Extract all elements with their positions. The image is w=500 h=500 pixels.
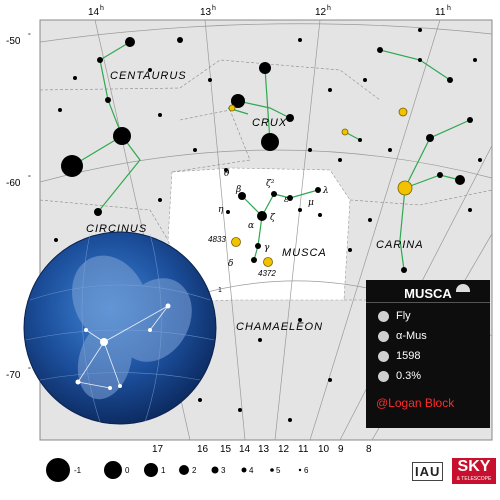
ra-grid (94, 20, 492, 440)
ra-label: 13 (258, 444, 270, 455)
ra-sup: h (447, 5, 451, 12)
ra-labels-top: 14 13 12 11 h h h h (88, 5, 451, 18)
info-percent: 0.3% (396, 370, 422, 382)
constellation-name-centaurus: CENTAURUS (110, 70, 187, 82)
dec-labels: -50 -60 -70 ° ° ° (6, 32, 31, 381)
magnitude-legend: -1 0 1 2 3 4 5 6 (46, 458, 309, 482)
ra-label: 10 (318, 444, 330, 455)
star-label-eta: η (218, 205, 224, 215)
ra-label: 15 (220, 444, 232, 455)
meaning-icon (378, 310, 389, 322)
star-label-delta: δ (228, 259, 233, 269)
ra-labels-bottom: 17 16 15 14 13 12 11 10 9 8 (152, 444, 372, 455)
star-label-1: 1 (218, 287, 222, 294)
ra-label: 14 (88, 7, 100, 18)
cluster-label-4833: 4833 (208, 235, 226, 244)
legend-mag: 1 (161, 466, 166, 475)
clusters (228, 104, 413, 267)
ra-label: 12 (278, 444, 290, 455)
star-label-epsilon: ε (284, 195, 289, 205)
stars (54, 28, 482, 422)
info-row-meaning: Fly (378, 308, 411, 324)
dec-label: -70 (6, 370, 21, 381)
info-title: MUSCA (404, 286, 452, 301)
info-author: @Logan Block (376, 396, 455, 410)
info-brightest: α-Mus (396, 330, 427, 342)
info-panel: MUSCA Fly α-Mus 1598 0.3% @Logan Block (366, 280, 490, 428)
ra-label: 8 (366, 444, 372, 455)
ra-sup: h (212, 5, 216, 12)
cluster-label-4372: 4372 (258, 269, 276, 278)
star-label-lambda: λ (322, 186, 329, 196)
dec-label: -50 (6, 36, 21, 47)
ra-label: 9 (338, 444, 344, 455)
cluster-labels: 4833 4372 (208, 235, 276, 278)
ra-label: 11 (298, 444, 309, 455)
dec-sup: ° (28, 366, 31, 374)
ra-label: 16 (197, 444, 209, 455)
ra-label: 12 (315, 7, 327, 18)
legend-mag: 6 (304, 466, 309, 475)
ra-sup: h (100, 5, 104, 12)
star-labels: θ β η ζ² ζ ε μ λ α γ δ 1 (218, 169, 329, 294)
area-icon (378, 350, 389, 362)
percent-icon (378, 370, 389, 382)
info-row-area: 1598 (378, 348, 420, 364)
ra-label: 17 (152, 444, 164, 455)
ra-label: 14 (239, 444, 251, 455)
legend-mag: 5 (276, 466, 281, 475)
dec-sup: ° (28, 174, 31, 182)
sky-logo-text: SKY (457, 458, 491, 475)
legend-mag: 3 (221, 466, 226, 475)
musca-globe-illustration (23, 231, 217, 425)
dec-label: -60 (6, 178, 21, 189)
constellation-name-circinus: CIRCINUS (86, 223, 147, 235)
constellation-name-chamaeleon: CHAMAELEON (236, 321, 323, 333)
star-icon (378, 330, 389, 342)
ra-label: 11 (435, 7, 446, 18)
constellation-names: CENTAURUS CRUX CIRCINUS MUSCA CARINA CHA… (86, 70, 424, 333)
info-row-percent: 0.3% (378, 368, 421, 384)
star-label-theta: θ (224, 169, 230, 179)
ra-label: 13 (200, 7, 212, 18)
info-row-brightest: α-Mus (378, 328, 427, 344)
star-label-zeta2: ζ² (266, 179, 275, 189)
star-label-beta: β (235, 185, 241, 195)
constellation-name-musca: MUSCA (282, 247, 327, 259)
iau-logo: IAU (412, 462, 444, 481)
star-label-zeta1: ζ (270, 213, 276, 223)
star-label-mu: μ (308, 198, 314, 208)
constellation-name-crux: CRUX (252, 117, 287, 129)
star-label-alpha: α (248, 221, 254, 231)
info-area: 1598 (396, 350, 421, 362)
sky-telescope-logo: SKY & TELESCOPE (452, 458, 496, 484)
legend-mag: -1 (74, 466, 82, 475)
dome-icon (456, 284, 470, 292)
sky-logo-subtext: & TELESCOPE (456, 476, 492, 482)
ra-sup: h (327, 5, 331, 12)
legend-mag: 2 (192, 466, 197, 475)
constellation-name-carina: CARINA (376, 239, 424, 251)
dec-sup: ° (28, 32, 31, 40)
star-label-gamma: γ (264, 243, 270, 253)
info-divider (366, 302, 490, 303)
legend-mag: 4 (249, 466, 254, 475)
info-meaning: Fly (396, 310, 411, 322)
legend-mag: 0 (125, 466, 130, 475)
